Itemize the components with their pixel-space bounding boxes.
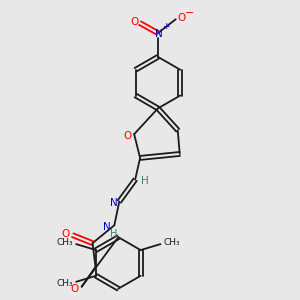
Text: N: N <box>110 197 118 208</box>
Text: O: O <box>130 17 138 27</box>
Text: H: H <box>141 176 149 186</box>
Text: H: H <box>110 229 117 239</box>
Text: CH₃: CH₃ <box>57 279 74 288</box>
Text: O: O <box>178 13 186 23</box>
Text: O: O <box>70 284 79 294</box>
Text: N: N <box>155 29 163 39</box>
Text: CH₃: CH₃ <box>163 238 180 247</box>
Text: −: − <box>185 8 194 18</box>
Text: CH₃: CH₃ <box>57 238 74 247</box>
Text: +: + <box>162 22 169 31</box>
Text: O: O <box>123 131 131 141</box>
Text: O: O <box>62 229 70 239</box>
Text: N: N <box>103 222 110 232</box>
